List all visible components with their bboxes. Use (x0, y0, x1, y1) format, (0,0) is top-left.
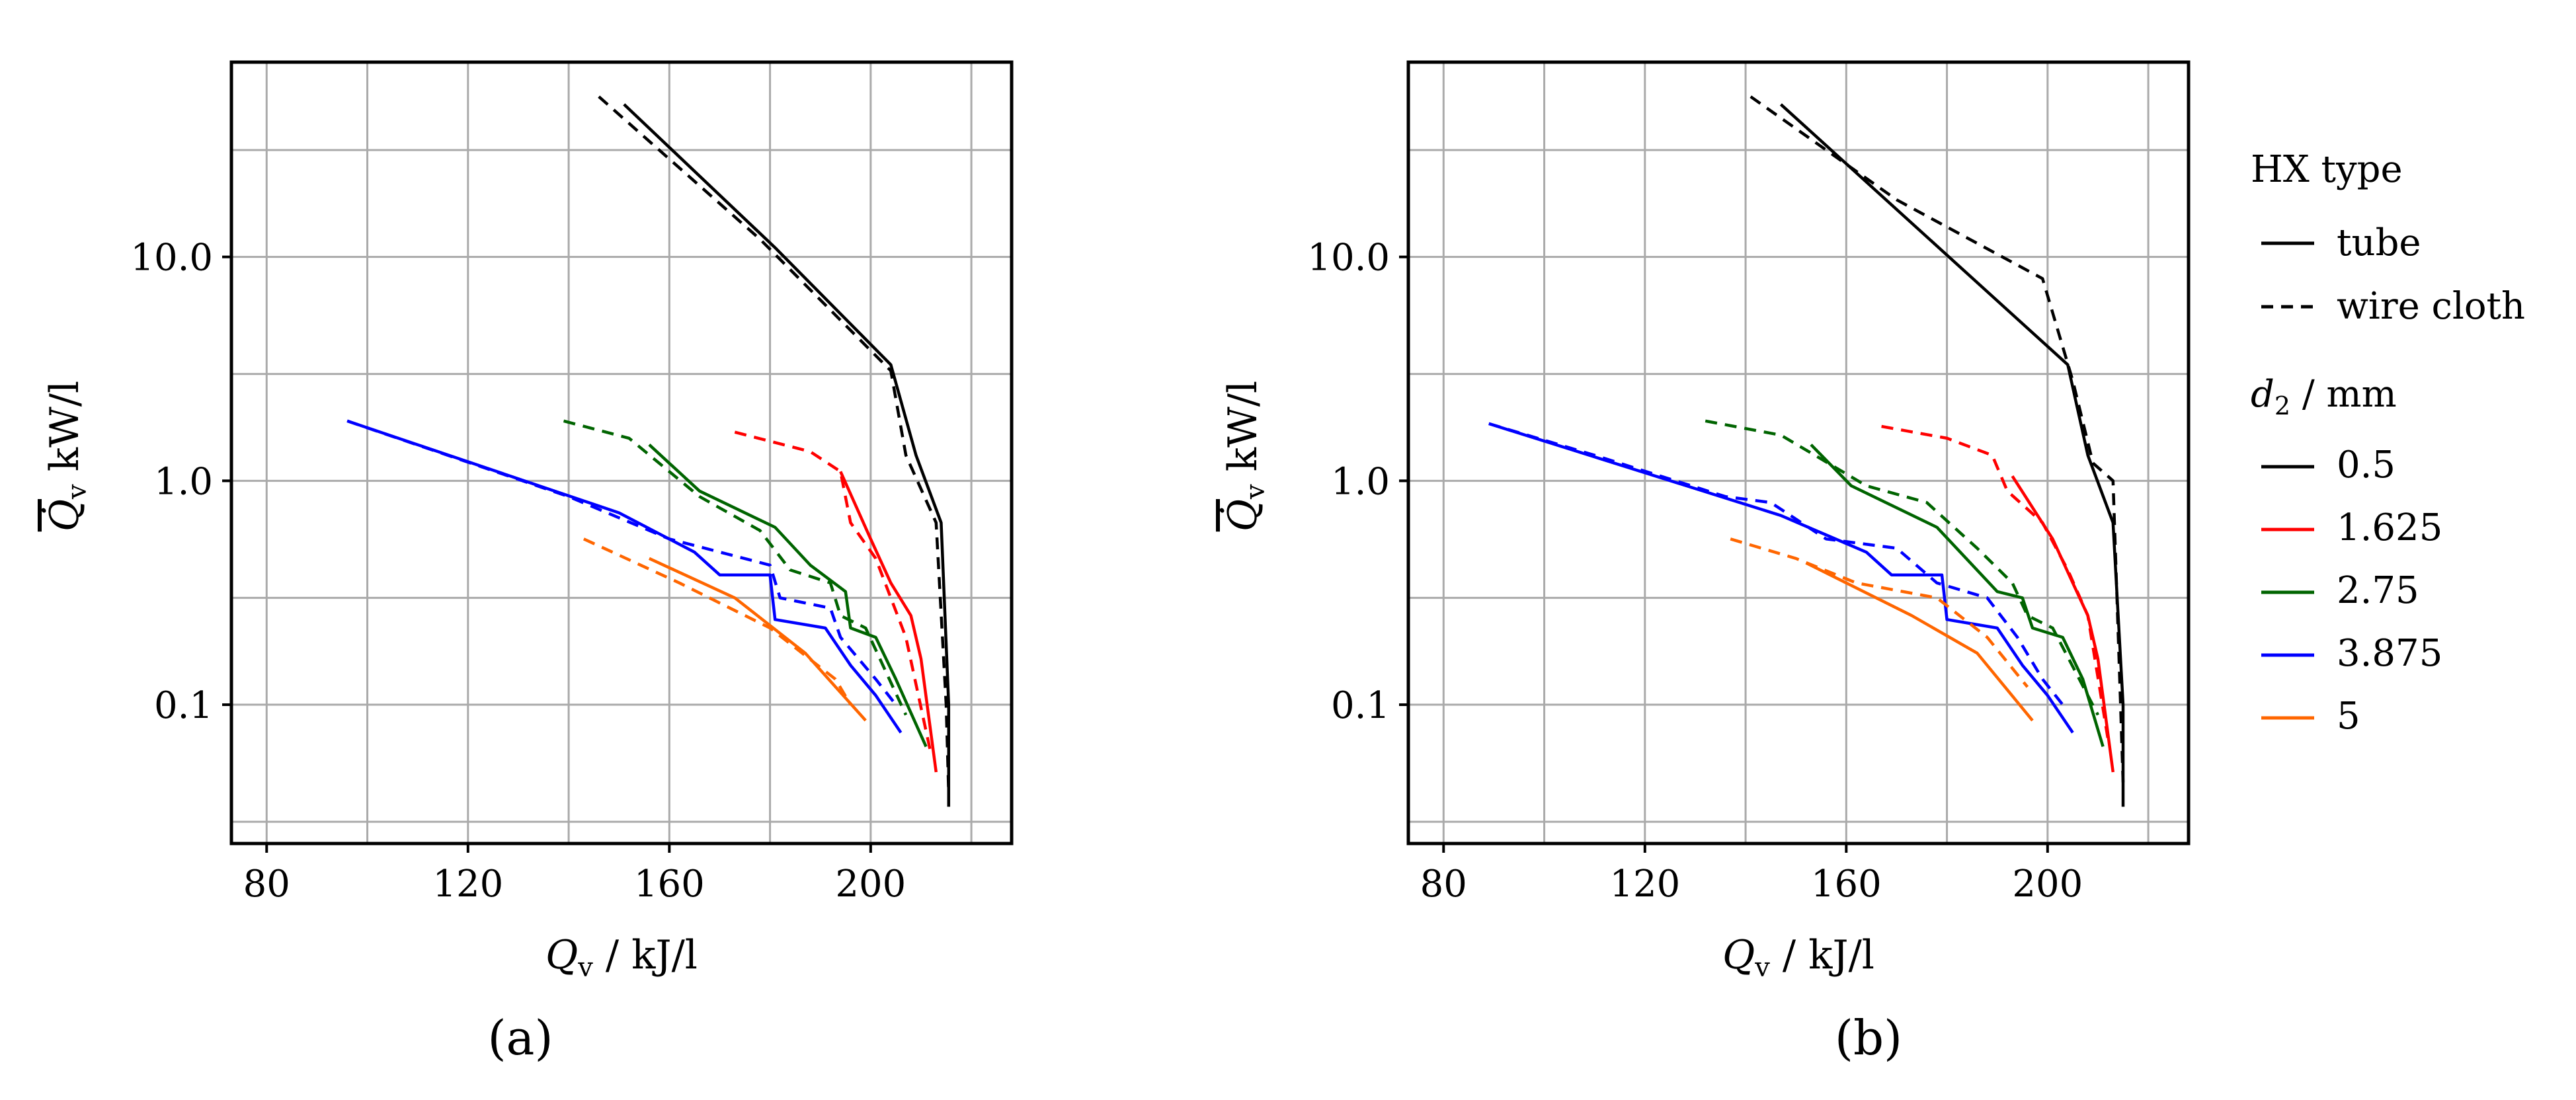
series-tube-2_75 (1810, 444, 2105, 748)
panel-a-grid (231, 62, 1012, 844)
panel-a: 80 120 160 200 0.1 1.0 10.0 Qv / kJ/l Q̇v kW/… (41, 60, 1014, 1066)
legend-wire-cloth-label: wire cloth (2337, 285, 2525, 328)
panel-a-x-ticks: 80 120 160 200 (243, 844, 906, 906)
legend-d2-label-1.625: 1.625 (2337, 506, 2442, 549)
series-wire-cloth-1_625 (1881, 424, 2110, 740)
series-wire-cloth-5 (583, 537, 852, 706)
series-tube-0_5 (1779, 103, 2125, 807)
series-tube-3_875 (346, 419, 903, 734)
panel-b-x-ticks: 80 120 160 200 (1420, 844, 2083, 906)
x-tick-label-120: 120 (432, 863, 503, 906)
series-tube-0_5 (623, 103, 951, 807)
legend-tube-label: tube (2337, 221, 2421, 264)
series-tube-5 (648, 557, 867, 722)
x-tick-label-200: 200 (2012, 863, 2083, 906)
panel-a-x-axis-title: Qv / kJ/l (545, 932, 698, 983)
series-wire-cloth-3_875 (1488, 422, 2064, 706)
x-tick-label-120: 120 (1609, 863, 1680, 906)
series-wire-cloth-0_5 (598, 95, 951, 794)
y-tick-label-1.0: 1.0 (1331, 460, 1390, 503)
legend-d2-label-5: 5 (2337, 695, 2360, 738)
legend-d2-label-3.875: 3.875 (2337, 632, 2442, 675)
panel-a-frame (229, 60, 1014, 845)
legend-d2-label-2.75: 2.75 (2337, 569, 2419, 612)
series-wire-cloth-0_5 (1750, 95, 2125, 783)
y-tick-label-0.1: 0.1 (154, 684, 213, 727)
panel-a-series (346, 95, 951, 807)
panel-b-frame (1406, 60, 2191, 845)
x-tick-label-160: 160 (634, 863, 705, 906)
y-tick-label-10.0: 10.0 (1307, 237, 1390, 280)
legend-d2-title: d2 / mm (2251, 373, 2397, 420)
panel-b: 80 120 160 200 0.1 1.0 10.0 Qv / kJ/l Q̇v kW/… (1219, 60, 2191, 1066)
x-tick-label-200: 200 (835, 863, 906, 906)
x-tick-label-80: 80 (1420, 863, 1467, 906)
series-tube-2_75 (648, 444, 928, 748)
y-tick-label-1.0: 1.0 (154, 460, 213, 503)
panel-a-y-axis-title: Q̇v kW/l (41, 381, 93, 531)
legend-d2-label-0.5: 0.5 (2337, 444, 2395, 487)
series-wire-cloth-5 (1730, 537, 2029, 688)
series-wire-cloth-2_75 (1705, 419, 2099, 716)
panel-b-y-axis-title: Q̇v kW/l (1219, 381, 1271, 531)
panel-b-x-axis-title: Qv / kJ/l (1722, 932, 1874, 983)
x-tick-label-80: 80 (243, 863, 290, 906)
y-tick-label-10.0: 10.0 (130, 237, 213, 280)
panel-b-series (1488, 95, 2125, 807)
series-wire-cloth-3_875 (346, 419, 897, 706)
panel-a-y-ticks: 0.1 1.0 10.0 (130, 237, 231, 727)
legend: HX type tube wire cloth d2 / mm 0.5 1.625… (2251, 148, 2525, 738)
series-tube-1_625 (839, 471, 938, 773)
series-tube-5 (1805, 561, 2034, 722)
panel-b-label: (b) (1835, 1010, 1902, 1066)
panel-a-label: (a) (487, 1010, 553, 1066)
series-wire-cloth-2_75 (563, 419, 908, 716)
legend-d2-entries: 0.5 1.625 2.75 3.875 5 (2261, 444, 2442, 738)
legend-hx-title: HX type (2251, 148, 2403, 191)
series-wire-cloth-1_625 (734, 430, 933, 755)
panel-b-y-ticks: 0.1 1.0 10.0 (1307, 237, 1408, 727)
y-tick-label-0.1: 0.1 (1331, 684, 1390, 727)
panel-b-grid (1408, 62, 2189, 844)
series-tube-3_875 (1488, 422, 2074, 734)
x-tick-label-160: 160 (1811, 863, 1882, 906)
